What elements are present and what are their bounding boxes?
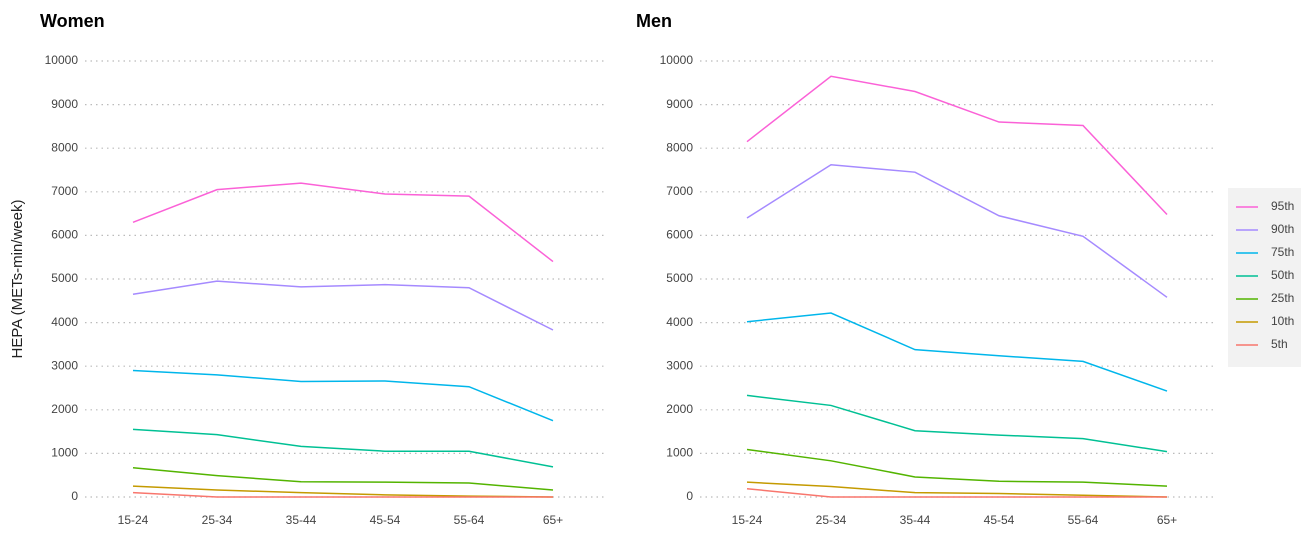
legend-label: 95th: [1271, 199, 1294, 213]
series-line: [746, 487, 1167, 498]
legend-label: 5th: [1271, 337, 1288, 351]
y-tick-label: 5000: [666, 271, 693, 285]
x-tick-label: 25-34: [202, 513, 233, 527]
y-tick-label: 0: [686, 489, 693, 503]
x-tick-label: 45-54: [370, 513, 401, 527]
y-axis-label: HEPA (METs-min/week): [9, 200, 26, 359]
x-tick-label: 45-54: [984, 513, 1015, 527]
y-tick-label: 6000: [51, 228, 78, 242]
y-tick-label: 1000: [51, 446, 78, 460]
chart-title: Women: [40, 11, 105, 31]
y-tick-label: 5000: [51, 271, 78, 285]
series-line: [132, 369, 554, 422]
series-line: [132, 182, 554, 263]
series-line: [132, 467, 554, 491]
y-tick-label: 3000: [666, 358, 693, 372]
y-tick-label: 9000: [51, 97, 78, 111]
chart-title: Men: [636, 11, 672, 31]
series-line: [132, 428, 554, 468]
y-tick-label: 4000: [666, 315, 693, 329]
x-tick-label: 65+: [543, 513, 563, 527]
legend-label: 50th: [1271, 268, 1294, 282]
legend-label: 75th: [1271, 245, 1294, 259]
x-tick-label: 35-44: [286, 513, 317, 527]
y-tick-label: 1000: [666, 446, 693, 460]
x-tick-label: 55-64: [454, 513, 485, 527]
x-tick-label: 25-34: [816, 513, 847, 527]
series-line: [132, 280, 554, 331]
legend-background: [1228, 188, 1301, 367]
y-tick-label: 9000: [666, 97, 693, 111]
y-tick-label: 6000: [666, 228, 693, 242]
x-tick-label: 65+: [1157, 513, 1177, 527]
x-tick-label: 15-24: [118, 513, 149, 527]
series-line: [746, 163, 1168, 298]
y-tick-label: 10000: [45, 53, 79, 67]
y-tick-label: 3000: [51, 358, 78, 372]
x-tick-label: 35-44: [900, 513, 931, 527]
legend-label: 10th: [1271, 314, 1294, 328]
series-line: [746, 394, 1168, 453]
series-line: [132, 491, 553, 498]
y-tick-label: 2000: [51, 402, 78, 416]
y-tick-label: 4000: [51, 315, 78, 329]
x-tick-label: 15-24: [732, 513, 763, 527]
y-tick-label: 2000: [666, 402, 693, 416]
y-tick-label: 7000: [51, 184, 78, 198]
series-line: [746, 75, 1168, 215]
y-tick-label: 8000: [51, 140, 78, 154]
series-line: [746, 312, 1168, 392]
series-line: [746, 481, 1168, 498]
series-line: [746, 448, 1168, 487]
y-tick-label: 8000: [666, 140, 693, 154]
y-tick-label: 10000: [660, 53, 694, 67]
y-tick-label: 7000: [666, 184, 693, 198]
legend-label: 90th: [1271, 222, 1294, 236]
x-tick-label: 55-64: [1068, 513, 1099, 527]
y-tick-label: 0: [71, 489, 78, 503]
legend-label: 25th: [1271, 291, 1294, 305]
